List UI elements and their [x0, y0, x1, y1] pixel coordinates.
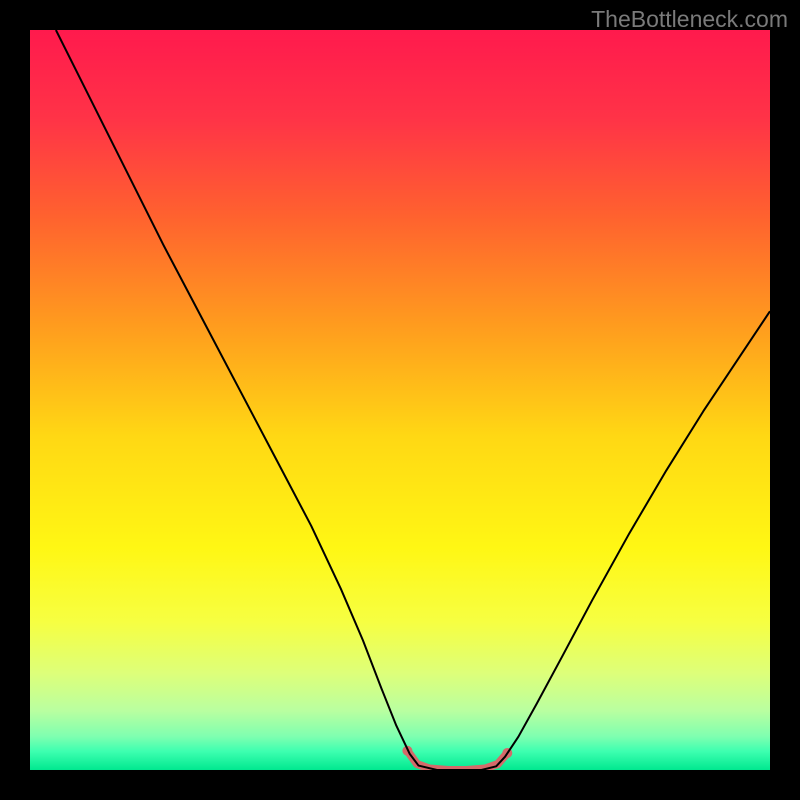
chart-svg: [30, 30, 770, 770]
bottleneck-chart: [30, 30, 770, 770]
gradient-background: [30, 30, 770, 770]
watermark-label: TheBottleneck.com: [591, 6, 788, 33]
